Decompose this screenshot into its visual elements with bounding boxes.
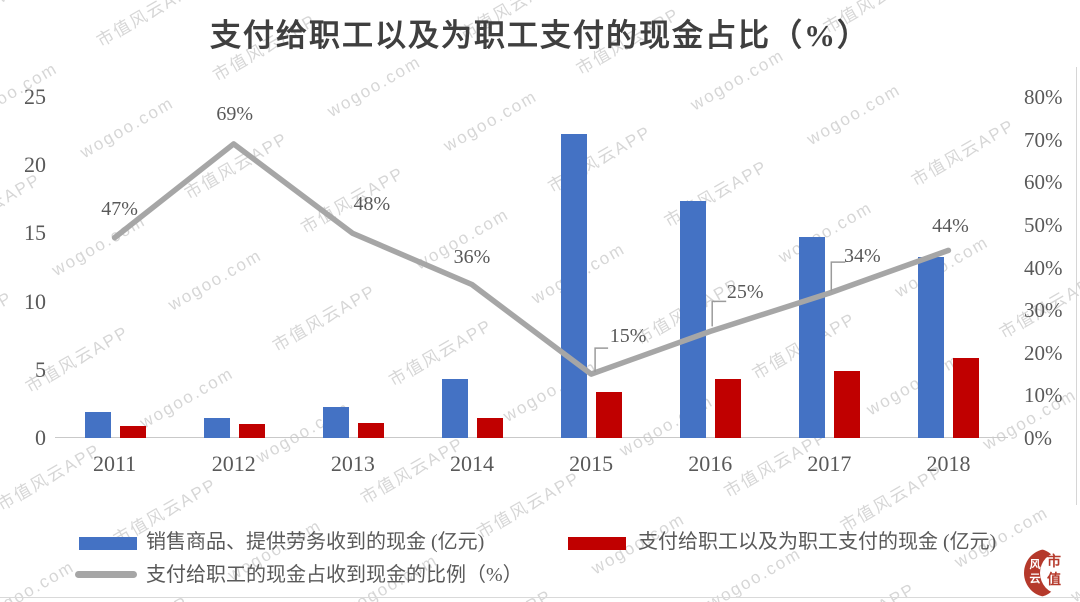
ratio-data-label: 25%	[726, 281, 764, 304]
bar-red-2014	[476, 417, 503, 438]
y-axis-right-tick: 60%	[1024, 170, 1063, 195]
bar-red-2012	[238, 424, 265, 438]
bar-red-2015	[596, 391, 623, 438]
legend-label-blue: 销售商品、提供劳务收到的现金 (亿元)	[146, 531, 485, 553]
legend-swatch-blue	[79, 537, 137, 550]
ratio-data-label: 47%	[101, 197, 138, 220]
y-axis-right-tick: 30%	[1024, 298, 1063, 323]
data-label-leader-line	[830, 261, 846, 292]
bar-blue-2012	[203, 417, 230, 438]
x-axis-label: 2015	[569, 451, 614, 476]
ratio-data-label: 69%	[216, 102, 254, 125]
legend-label-red: 支付给职工以及为职工支付的现金 (亿元)	[638, 531, 997, 553]
legend-label-grayline: 支付给职工的现金占收到现金的比例（%）	[146, 564, 523, 586]
bar-blue-2017	[799, 237, 826, 438]
x-axis-label: 2014	[449, 451, 494, 476]
bar-blue-2011	[84, 412, 111, 438]
chart-title: 支付给职工以及为职工支付的现金占比（%）	[210, 18, 870, 53]
seal-white-cut	[1040, 552, 1071, 594]
y-axis-left-tick: 0	[35, 425, 46, 450]
ratio-data-label: 44%	[932, 215, 969, 238]
legend-swatch-grayline	[75, 571, 137, 578]
y-axis-left-tick: 25	[24, 84, 46, 109]
bottom-divider	[0, 597, 1080, 598]
y-axis-left-tick: 10	[24, 288, 46, 314]
bar-blue-2014	[441, 379, 468, 438]
x-axis-label: 2012	[211, 451, 256, 476]
seal-circle: 风云 市值	[1024, 549, 1071, 597]
y-axis-right-tick: 20%	[1024, 340, 1063, 365]
bar-blue-2015	[561, 133, 588, 438]
y-axis-right-tick: 10%	[1024, 383, 1063, 408]
ratio-data-label: 48%	[353, 193, 391, 216]
x-axis-label: 2013	[330, 451, 375, 476]
y-axis-left-tick: 5	[35, 356, 46, 382]
seal-right-text: 市值	[1047, 555, 1061, 588]
x-axis-label: 2018	[926, 451, 971, 476]
y-axis-right-tick: 40%	[1024, 255, 1063, 280]
bar-blue-2013	[322, 406, 349, 438]
bar-red-2011	[119, 425, 146, 438]
y-axis-left-tick: 20	[24, 152, 46, 178]
x-axis-label: 2016	[688, 451, 733, 476]
data-label-leader-line	[711, 300, 727, 327]
y-axis-right-tick: 50%	[1024, 212, 1063, 237]
bar-red-2013	[357, 422, 384, 438]
ratio-data-label: 36%	[453, 245, 491, 268]
bar-blue-2018	[918, 256, 945, 438]
bar-blue-2016	[680, 200, 707, 438]
x-axis-label: 2011	[92, 451, 137, 476]
ratio-data-label: 15%	[609, 325, 647, 348]
ratio-data-label: 34%	[843, 245, 881, 268]
bar-red-2018	[953, 357, 980, 438]
y-axis-left-tick: 15	[24, 220, 46, 246]
seal-left-text: 风云	[1029, 559, 1041, 585]
bar-red-2017	[834, 371, 861, 438]
y-axis-right-tick: 80%	[1024, 85, 1063, 109]
data-label-leader-line	[594, 347, 609, 373]
right-border-line	[1076, 67, 1077, 505]
y-axis-right-tick: 70%	[1024, 127, 1063, 152]
x-axis-line	[55, 437, 1008, 438]
ratio-line	[111, 141, 952, 377]
brand-seal-icon: 风云 市值	[1024, 549, 1071, 597]
x-axis-label: 2017	[807, 451, 852, 476]
legend-swatch-red	[568, 537, 626, 550]
y-axis-right-tick: 0%	[1024, 426, 1052, 450]
bar-red-2016	[715, 379, 742, 438]
